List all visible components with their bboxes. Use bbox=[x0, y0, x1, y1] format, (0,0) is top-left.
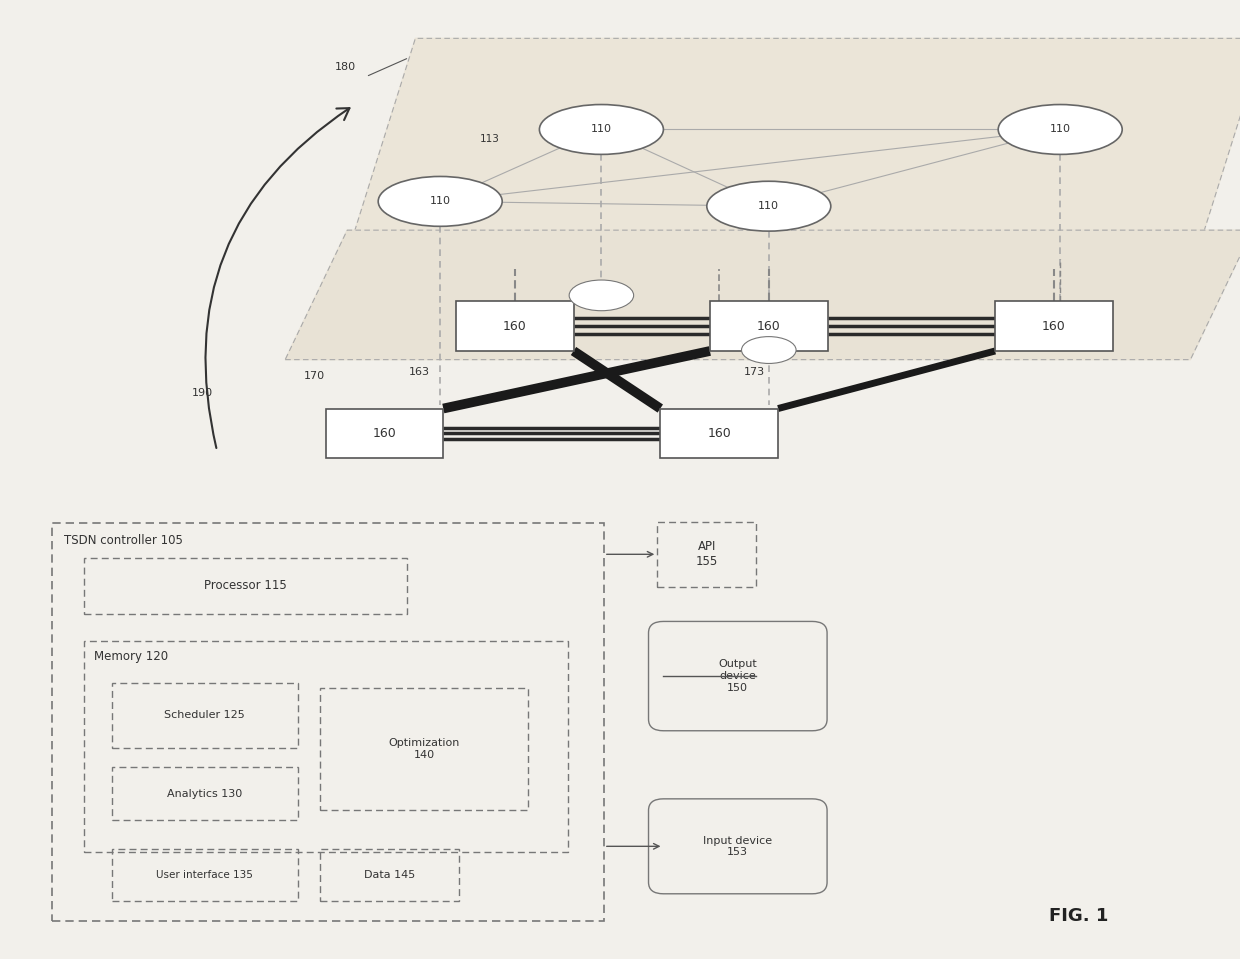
Text: Optimization
140: Optimization 140 bbox=[388, 738, 460, 760]
Text: 110: 110 bbox=[759, 201, 779, 211]
FancyArrowPatch shape bbox=[206, 108, 350, 448]
FancyBboxPatch shape bbox=[325, 409, 444, 458]
Text: Data 145: Data 145 bbox=[363, 870, 415, 880]
Ellipse shape bbox=[539, 105, 663, 154]
Text: 160: 160 bbox=[756, 319, 781, 333]
Ellipse shape bbox=[569, 280, 634, 311]
Ellipse shape bbox=[998, 105, 1122, 154]
Ellipse shape bbox=[707, 181, 831, 231]
Polygon shape bbox=[353, 38, 1240, 235]
Text: FIG. 1: FIG. 1 bbox=[1049, 907, 1109, 924]
Text: 190: 190 bbox=[192, 388, 213, 398]
Text: 160: 160 bbox=[1042, 319, 1066, 333]
Text: 160: 160 bbox=[372, 427, 397, 440]
Text: Processor 115: Processor 115 bbox=[205, 579, 286, 593]
Text: API
155: API 155 bbox=[696, 540, 718, 569]
Text: 163: 163 bbox=[409, 367, 430, 377]
FancyBboxPatch shape bbox=[709, 301, 828, 351]
Text: 113: 113 bbox=[480, 134, 500, 144]
Text: 170: 170 bbox=[304, 371, 325, 381]
Ellipse shape bbox=[742, 337, 796, 363]
Text: Input device
153: Input device 153 bbox=[703, 835, 773, 857]
Text: Analytics 130: Analytics 130 bbox=[167, 788, 242, 799]
FancyBboxPatch shape bbox=[456, 301, 573, 351]
Text: User interface 135: User interface 135 bbox=[156, 870, 253, 880]
Text: Memory 120: Memory 120 bbox=[94, 650, 169, 664]
Text: 110: 110 bbox=[1050, 125, 1070, 134]
Polygon shape bbox=[285, 230, 1240, 360]
FancyBboxPatch shape bbox=[994, 301, 1112, 351]
Text: 173: 173 bbox=[744, 367, 765, 377]
Text: 160: 160 bbox=[502, 319, 527, 333]
Text: Scheduler 125: Scheduler 125 bbox=[164, 711, 246, 720]
Text: 110: 110 bbox=[591, 125, 611, 134]
Text: Output
device
150: Output device 150 bbox=[718, 660, 758, 692]
Text: 180: 180 bbox=[335, 62, 356, 72]
Text: 110: 110 bbox=[430, 197, 450, 206]
Text: 160: 160 bbox=[707, 427, 732, 440]
FancyBboxPatch shape bbox=[660, 409, 779, 458]
Text: TSDN controller 105: TSDN controller 105 bbox=[64, 534, 184, 548]
Ellipse shape bbox=[378, 176, 502, 226]
